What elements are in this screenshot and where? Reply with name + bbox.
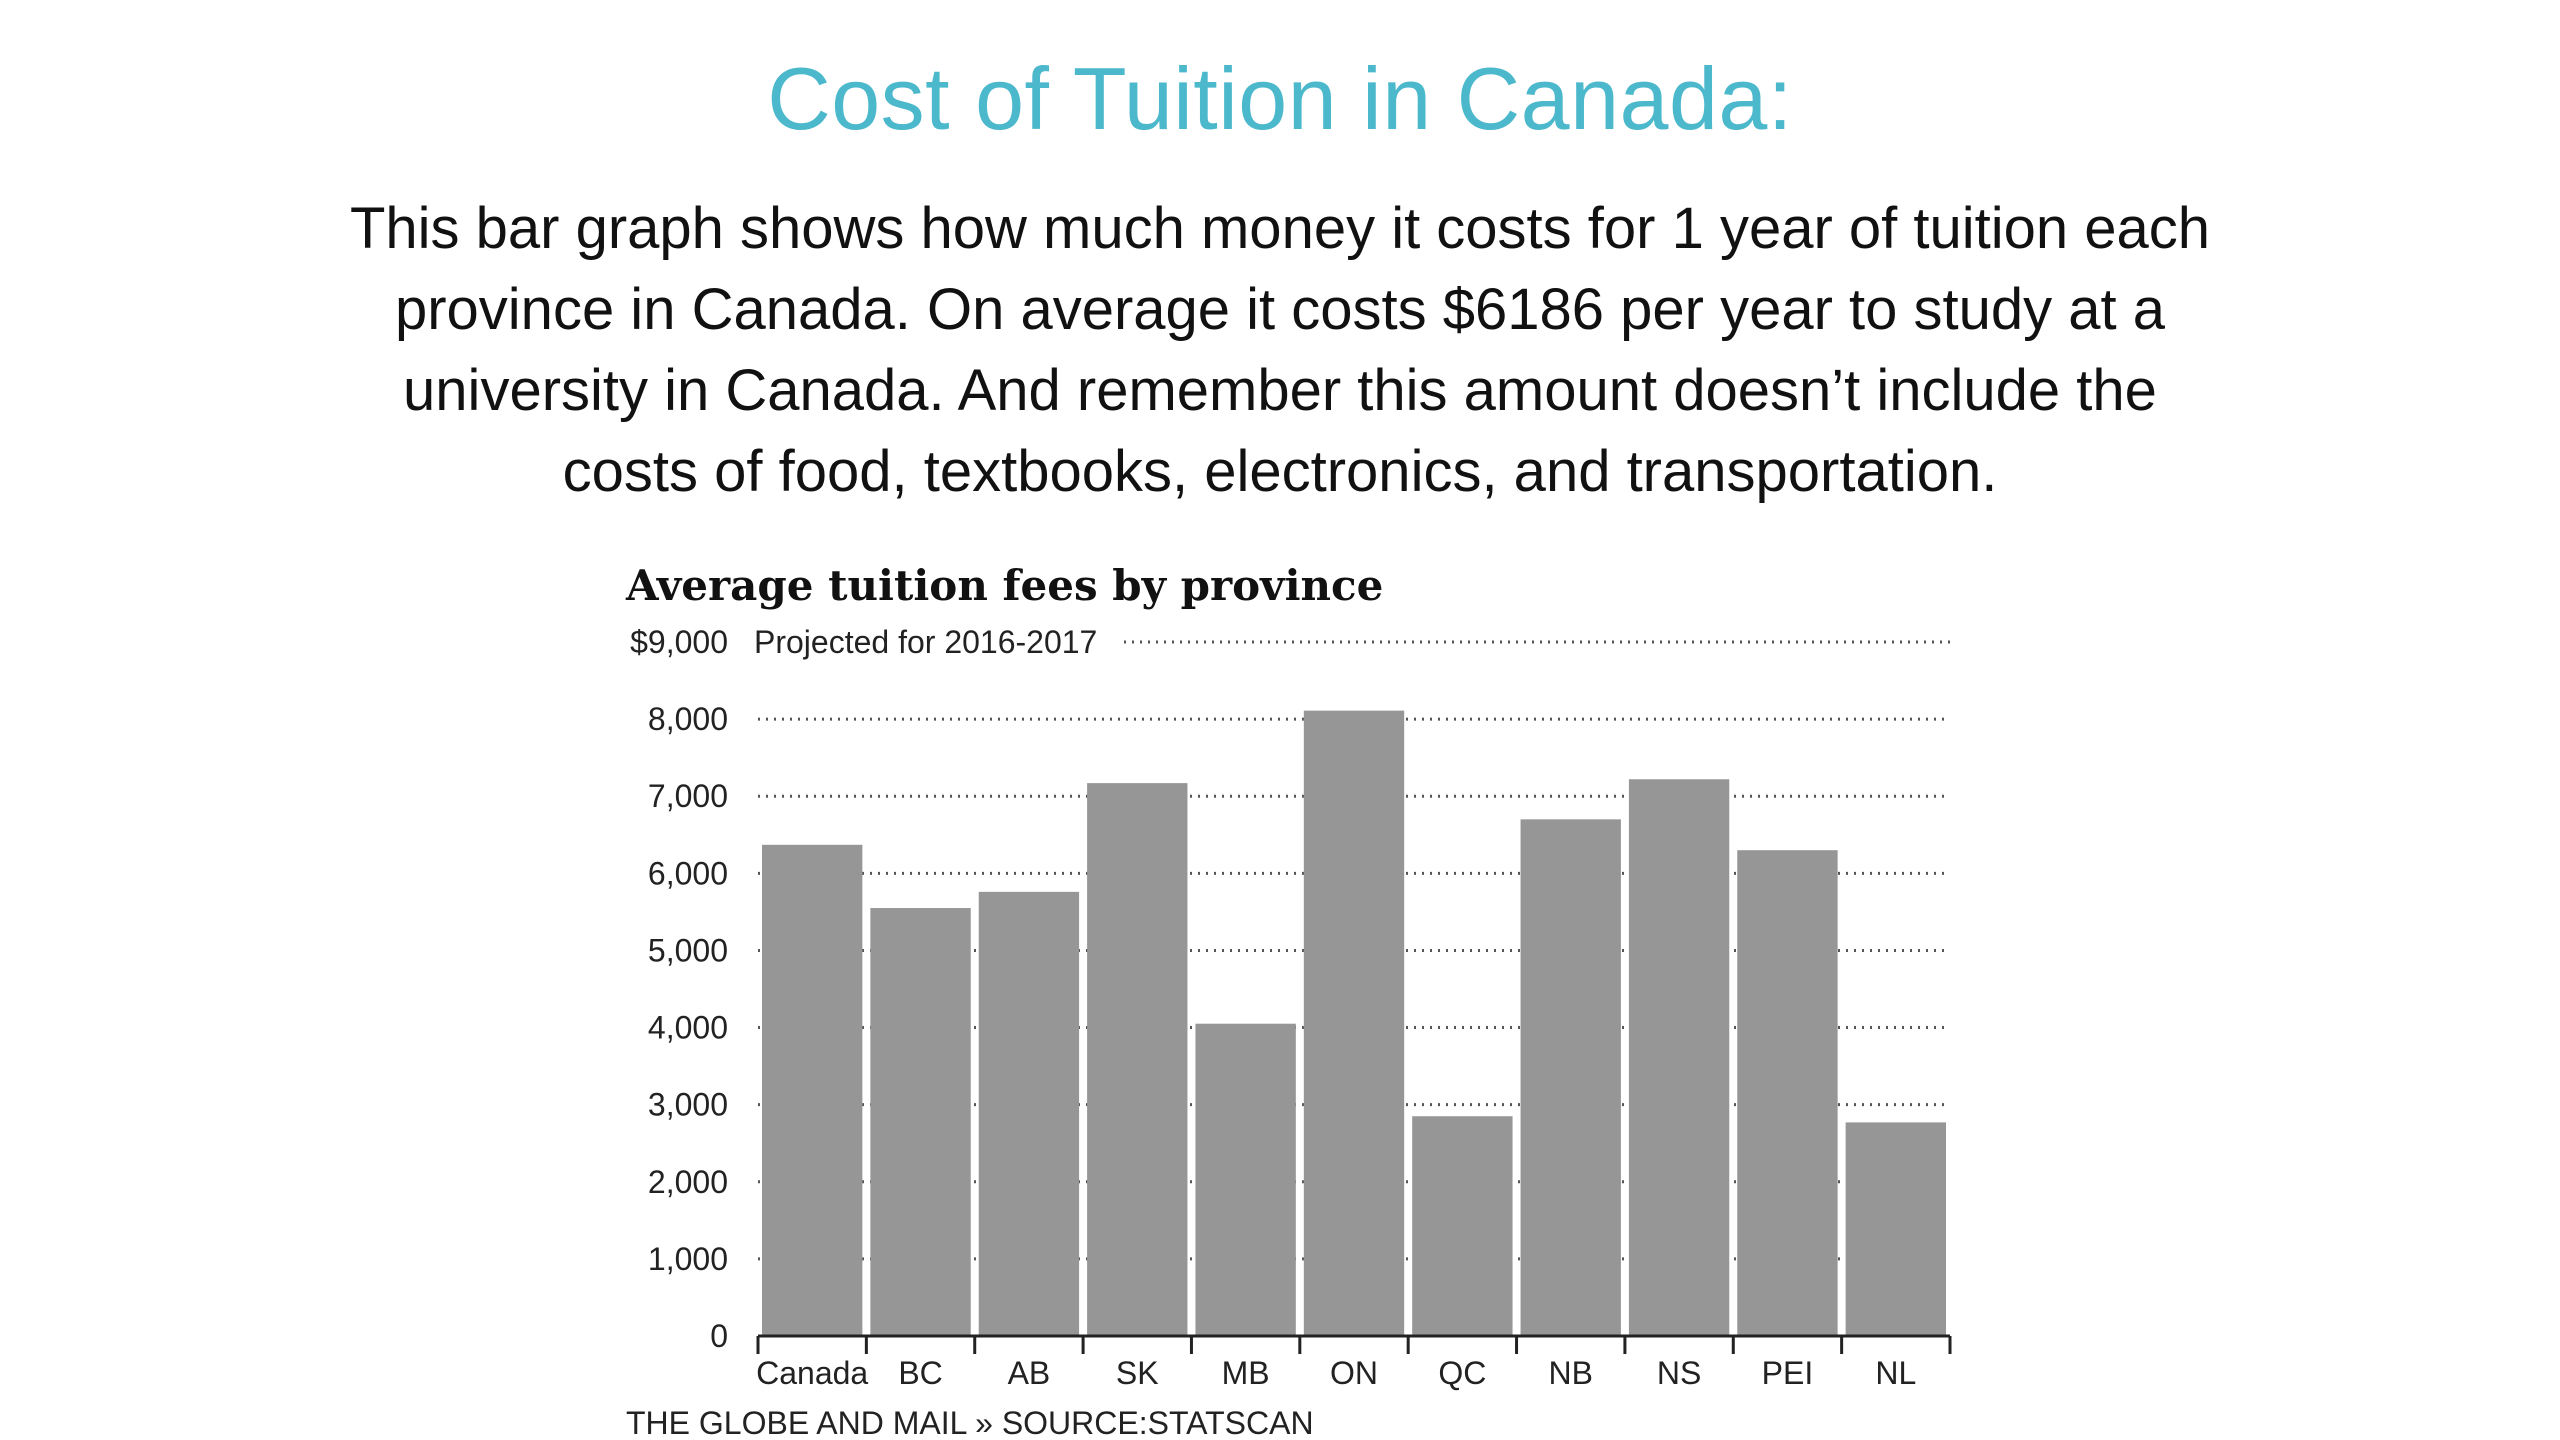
x-tick-label: BC — [898, 1355, 942, 1391]
bar-pei — [1737, 850, 1838, 1336]
x-tick-label: PEI — [1762, 1355, 1814, 1391]
bar-ns — [1628, 779, 1730, 1336]
description-line-3: university in Canada. And remember this … — [403, 358, 2157, 423]
y-tick-label: 4,000 — [648, 1010, 728, 1046]
bar-sk — [1087, 783, 1188, 1336]
bar-mb — [1195, 1023, 1296, 1336]
description-line-2: province in Canada. On average it costs … — [394, 277, 2166, 342]
y-tick-label: 8,000 — [648, 701, 728, 737]
x-tick-label: NL — [1875, 1355, 1916, 1391]
bar-nb — [1520, 819, 1621, 1336]
y-tick-label: 2,000 — [648, 1164, 728, 1200]
bar-on — [1303, 710, 1405, 1336]
x-tick-label: QC — [1438, 1355, 1486, 1391]
bar-qc — [1412, 1116, 1513, 1336]
y-tick-label: 7,000 — [648, 778, 728, 814]
description-line-1: This bar graph shows how much money it c… — [349, 196, 2211, 261]
chart-source: THE GLOBE AND MAIL » SOURCE:STATSCAN — [626, 1405, 1314, 1440]
y-axis-ticks: 0 1,000 2,000 3,000 4,000 5,000 6,000 7,000 8,00… — [630, 624, 1097, 1354]
slide-description: This bar graph shows how much money it c… — [240, 188, 2320, 512]
y-tick-label: 0 — [710, 1318, 728, 1354]
y-tick-label: $9,000 — [630, 624, 728, 660]
x-tick-label: NS — [1657, 1355, 1701, 1391]
x-tick-label: ON — [1330, 1355, 1378, 1391]
y-tick-label: 1,000 — [648, 1241, 728, 1277]
y-tick-label: 6,000 — [648, 855, 728, 891]
x-tick-label: Canada — [756, 1355, 868, 1391]
chart-title: Average tuition fees by province — [625, 561, 1383, 610]
y-tick-label: 3,000 — [648, 1087, 728, 1123]
bar-nl — [1845, 1122, 1946, 1336]
slide-title: Cost of Tuition in Canada: — [767, 49, 1793, 148]
x-tick-label: SK — [1116, 1355, 1159, 1391]
chart-subtitle: Projected for 2016-2017 — [754, 624, 1097, 660]
description-line-4: costs of food, textbooks, electronics, a… — [562, 439, 1998, 504]
bar-bc — [870, 908, 971, 1336]
bars — [762, 710, 1946, 1336]
x-axis-labels: Canada BC AB SK MB ON QC NB NS PEI NL — [756, 1355, 1916, 1391]
bar-ab — [978, 891, 1080, 1336]
x-tick-label: AB — [1008, 1355, 1051, 1391]
y-tick-label: 5,000 — [648, 932, 728, 968]
bar-canada — [762, 844, 863, 1336]
x-axis-tick-marks — [756, 1336, 1952, 1354]
x-tick-label: MB — [1222, 1355, 1270, 1391]
x-tick-label: NB — [1549, 1355, 1593, 1391]
